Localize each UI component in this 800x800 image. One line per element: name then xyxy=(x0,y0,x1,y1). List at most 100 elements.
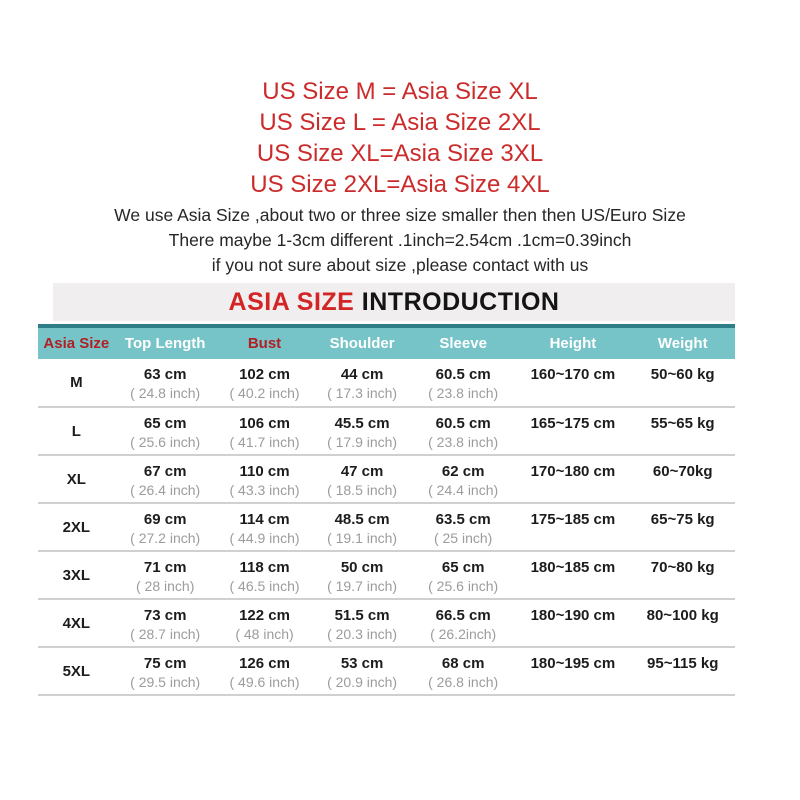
inch-value: ( 23.8 inch) xyxy=(428,385,499,401)
cm-value: 60.5 cm xyxy=(435,366,491,383)
size-label: L xyxy=(71,422,81,440)
cm-value: 73 cm xyxy=(143,607,187,624)
sleeve-cell: 63.5 cm ( 25 inch) xyxy=(411,503,516,551)
sleeve-cell: 66.5 cm ( 26.2inch) xyxy=(411,599,516,647)
sleeve-cell: 60.5 cm ( 23.8 inch) xyxy=(411,407,516,455)
sleeve-cell: 62 cm ( 24.4 inch) xyxy=(411,455,516,503)
column-header-height: Height xyxy=(549,335,597,352)
inch-value: ( 19.1 inch) xyxy=(327,530,398,546)
shoulder-cell: 48.5 cm ( 19.1 inch) xyxy=(313,503,411,551)
height-value: 160~170 cm xyxy=(530,366,616,383)
height-cell: 160~170 cm xyxy=(515,359,630,407)
size-label: 4XL xyxy=(62,614,91,632)
weight-value: 80~100 kg xyxy=(646,607,719,624)
cm-value: 75 cm xyxy=(143,655,187,672)
top-length-cell: 69 cm ( 27.2 inch) xyxy=(115,503,216,551)
inch-value: ( 20.9 inch) xyxy=(327,674,398,690)
cm-value: 48.5 cm xyxy=(334,511,390,528)
cm-value: 114 cm xyxy=(239,511,290,528)
height-value: 175~185 cm xyxy=(530,511,616,528)
inch-value: ( 41.7 inch) xyxy=(229,434,300,450)
cm-value: 50 cm xyxy=(340,559,384,576)
cm-value: 106 cm xyxy=(239,415,290,432)
table-row: 3XL 71 cm ( 28 inch) 118 cm ( 46.5 inch) 50 c… xyxy=(38,551,735,599)
height-value: 180~185 cm xyxy=(530,559,616,576)
weight-cell: 70~80 kg xyxy=(630,551,735,599)
table-row: XL 67 cm ( 26.4 inch) 110 cm ( 43.3 inch) 47 … xyxy=(38,455,735,503)
inch-value: ( 19.7 inch) xyxy=(327,578,398,594)
column-header-asia-size: Asia Size xyxy=(43,335,110,352)
shoulder-cell: 50 cm ( 19.7 inch) xyxy=(313,551,411,599)
cm-value: 71 cm xyxy=(143,559,187,576)
cm-value: 66.5 cm xyxy=(435,607,491,624)
cm-value: 118 cm xyxy=(239,559,290,576)
us-asia-size-equivalence: US Size M = Asia Size XL US Size L = Asia… xyxy=(0,0,800,200)
weight-value: 60~70kg xyxy=(652,463,713,480)
bust-cell: 122 cm ( 48 inch) xyxy=(216,599,314,647)
sleeve-cell: 65 cm ( 25.6 inch) xyxy=(411,551,516,599)
bust-cell: 106 cm ( 41.7 inch) xyxy=(216,407,314,455)
size-equivalence-line: US Size XL=Asia Size 3XL xyxy=(256,140,544,167)
inch-value: ( 40.2 inch) xyxy=(229,385,300,401)
cm-value: 53 cm xyxy=(340,655,384,672)
bust-cell: 110 cm ( 43.3 inch) xyxy=(216,455,314,503)
weight-value: 65~75 kg xyxy=(650,511,715,528)
cm-value: 51.5 cm xyxy=(334,607,390,624)
size-label: 3XL xyxy=(62,566,91,584)
cm-value: 102 cm xyxy=(239,366,290,383)
cm-value: 60.5 cm xyxy=(435,415,491,432)
sleeve-cell: 60.5 cm ( 23.8 inch) xyxy=(411,359,516,407)
column-header-bust: Bust xyxy=(247,335,282,352)
inch-value: ( 25 inch) xyxy=(433,530,493,546)
inch-value: ( 17.9 inch) xyxy=(327,434,398,450)
weight-cell: 80~100 kg xyxy=(630,599,735,647)
size-equivalence-line: US Size M = Asia Size XL xyxy=(262,78,538,105)
cm-value: 69 cm xyxy=(143,511,187,528)
cm-value: 68 cm xyxy=(441,655,485,672)
inch-value: ( 25.6 inch) xyxy=(428,578,499,594)
inch-value: ( 24.8 inch) xyxy=(130,385,201,401)
table-row: L 65 cm ( 25.6 inch) 106 cm ( 41.7 inch) 45.5… xyxy=(38,407,735,455)
size-label: 5XL xyxy=(62,662,91,680)
height-cell: 180~190 cm xyxy=(515,599,630,647)
size-label: XL xyxy=(66,470,86,488)
size-label: M xyxy=(70,374,83,391)
weight-cell: 55~65 kg xyxy=(630,407,735,455)
weight-cell: 50~60 kg xyxy=(630,359,735,407)
cm-value: 67 cm xyxy=(143,463,187,480)
inch-value: ( 20.3 inch) xyxy=(327,626,398,642)
inch-value: ( 49.6 inch) xyxy=(229,674,300,690)
height-cell: 180~185 cm xyxy=(515,551,630,599)
bust-cell: 126 cm ( 49.6 inch) xyxy=(216,647,314,695)
size-equivalence-line: US Size L = Asia Size 2XL xyxy=(259,109,541,136)
inch-value: ( 48 inch) xyxy=(235,626,294,642)
column-header-shoulder: Shoulder xyxy=(329,335,395,352)
inch-value: ( 26.8 inch) xyxy=(428,674,499,690)
shoulder-cell: 51.5 cm ( 20.3 inch) xyxy=(313,599,411,647)
inch-value: ( 18.5 inch) xyxy=(327,482,398,498)
height-cell: 175~185 cm xyxy=(515,503,630,551)
inch-value: ( 28.7 inch) xyxy=(130,626,201,642)
inch-value: ( 24.4 inch) xyxy=(428,482,499,498)
weight-value: 95~115 kg xyxy=(647,655,719,672)
size-table-header-row: Asia Size Top Length Bust Shoulder Sleeve Hei… xyxy=(38,326,735,359)
sleeve-cell: 68 cm ( 26.8 inch) xyxy=(411,647,516,695)
inch-value: ( 44.9 inch) xyxy=(229,530,300,546)
cm-value: 65 cm xyxy=(441,559,485,576)
height-cell: 180~195 cm xyxy=(515,647,630,695)
column-header-weight: Weight xyxy=(657,335,708,352)
size-equivalence-line: US Size 2XL=Asia Size 4XL xyxy=(250,171,550,198)
top-length-cell: 63 cm ( 24.8 inch) xyxy=(115,359,216,407)
inch-value: ( 25.6 inch) xyxy=(130,434,201,450)
height-value: 170~180 cm xyxy=(530,463,616,480)
bust-cell: 118 cm ( 46.5 inch) xyxy=(216,551,314,599)
shoulder-cell: 44 cm ( 17.3 inch) xyxy=(313,359,411,407)
cm-value: 110 cm xyxy=(239,463,290,480)
weight-cell: 65~75 kg xyxy=(630,503,735,551)
size-table: Asia Size Top Length Bust Shoulder Sleeve Hei… xyxy=(38,324,735,696)
table-row: 4XL 73 cm ( 28.7 inch) 122 cm ( 48 inch) 51.5… xyxy=(38,599,735,647)
cm-value: 122 cm xyxy=(239,607,290,624)
note-line: if you not sure about size ,please conta… xyxy=(211,255,589,275)
height-cell: 170~180 cm xyxy=(515,455,630,503)
weight-value: 55~65 kg xyxy=(650,415,715,432)
